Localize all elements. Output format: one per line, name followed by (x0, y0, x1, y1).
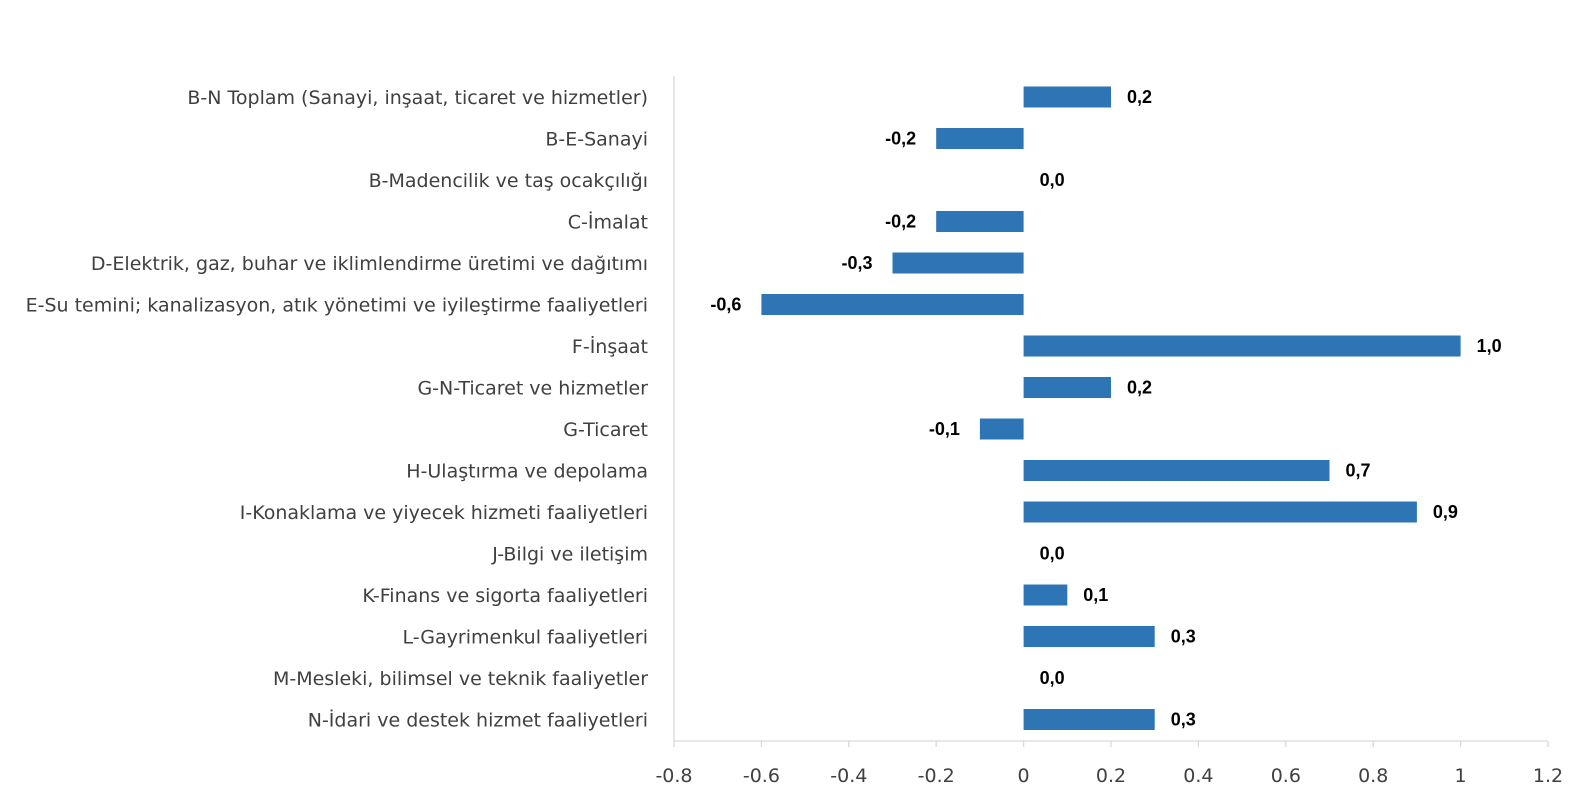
bar (1023, 335, 1461, 357)
category-label: F-İnşaat (572, 335, 648, 358)
x-tick-label: 0.6 (1271, 765, 1301, 787)
x-tick-label: -0.6 (743, 765, 780, 787)
category-label: L-Gayrimenkul faaliyetleri (403, 627, 649, 649)
bar (936, 128, 1024, 149)
x-tick-label: 0 (1018, 765, 1030, 787)
x-tick-label: -0.8 (655, 765, 692, 787)
bar (1023, 709, 1155, 730)
category-label: E-Su temini; kanalizasyon, atık yönetimi… (26, 295, 648, 317)
x-tick-label: 0.2 (1096, 765, 1126, 787)
data-label: 0,1 (1083, 585, 1108, 605)
category-label: D-Elektrik, gaz, buhar ve iklimlendirme … (91, 253, 648, 275)
bar (1023, 86, 1111, 108)
bar (761, 294, 1024, 315)
x-tick-label: 1.2 (1533, 765, 1563, 787)
x-tick-label: -0.2 (918, 765, 955, 787)
category-label: H-Ulaştırma ve depolama (406, 461, 648, 483)
data-label: -0,2 (885, 129, 916, 149)
data-label: 0,3 (1171, 710, 1196, 730)
bar (1023, 626, 1155, 647)
category-label: B-N Toplam (Sanayi, inşaat, ticaret ve h… (187, 87, 648, 109)
data-label: 0,0 (1040, 668, 1065, 688)
x-tick-label: 1 (1455, 765, 1467, 787)
bar (892, 252, 1024, 274)
bar (1023, 460, 1330, 481)
category-label: G-N-Ticaret ve hizmetler (417, 378, 648, 400)
bar (1023, 377, 1111, 398)
x-tick-label: -0.4 (830, 765, 867, 787)
data-label: 0,0 (1040, 544, 1065, 564)
bar (1023, 501, 1417, 523)
category-label: B-E-Sanayi (545, 129, 648, 151)
category-label: J-Bilgi ve iletişim (491, 544, 648, 566)
data-label: 1,0 (1477, 336, 1502, 356)
category-label: K-Finans ve sigorta faaliyetleri (362, 585, 648, 607)
category-label: B-Madencilik ve taş ocakçılığı (369, 170, 648, 192)
data-label: 0,0 (1040, 170, 1065, 190)
data-label: 0,3 (1171, 627, 1196, 647)
category-label: I-Konaklama ve yiyecek hizmeti faaliyetl… (240, 502, 648, 524)
data-label: 0,2 (1127, 378, 1152, 398)
bar (979, 418, 1024, 440)
category-label: C-İmalat (568, 211, 648, 234)
data-label: -0,1 (929, 419, 960, 439)
data-label: 0,2 (1127, 87, 1152, 107)
bar (1023, 584, 1068, 606)
x-tick-label: 0.8 (1358, 765, 1388, 787)
data-label: -0,6 (710, 295, 741, 315)
x-tick-label: 0.4 (1183, 765, 1213, 787)
data-label: -0,3 (841, 253, 872, 273)
plot-area: -0.8 -0.6 -0.4 -0.2 0 0.2 0.4 0.6 0.8 1 1.2 B-N Top… (26, 76, 1563, 787)
data-label: -0,2 (885, 212, 916, 232)
category-label: N-İdari ve destek hizmet faaliyetleri (308, 709, 648, 732)
category-label: G-Ticaret (563, 419, 648, 441)
category-label: M-Mesleki, bilimsel ve teknik faaliyetle… (273, 668, 648, 690)
bar (936, 211, 1024, 232)
data-label: 0,7 (1346, 461, 1371, 481)
data-label: 0,9 (1433, 502, 1458, 522)
